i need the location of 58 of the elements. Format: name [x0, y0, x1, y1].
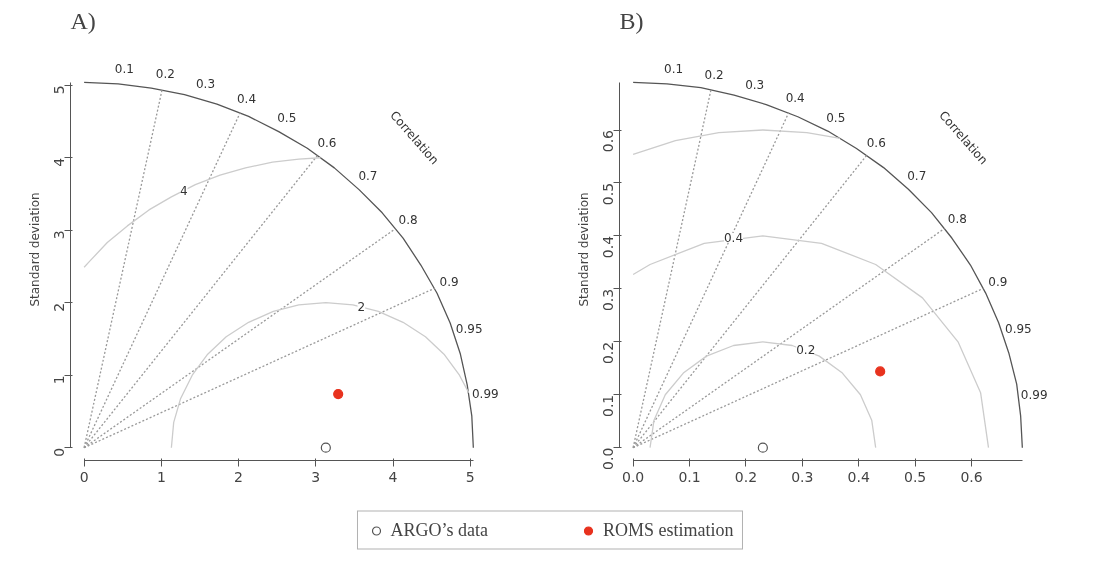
x-tick-label: 0.1 — [678, 468, 701, 485]
annotation: 0.4 — [236, 91, 257, 106]
annotation: 0.2 — [796, 343, 816, 358]
annotation: 0.3 — [745, 77, 765, 92]
x-tick-label: 0.4 — [847, 468, 870, 485]
annotation: 0.6 — [317, 136, 337, 151]
annotation: 4 — [179, 183, 188, 198]
annotation: 0.3 — [195, 77, 216, 92]
annotation: 0.9 — [439, 274, 459, 289]
annotation: 0.5 — [826, 110, 846, 125]
annotation: 0.4 — [785, 91, 805, 106]
chart-title: A) — [70, 7, 96, 34]
y-tick-label: 0.0 — [600, 447, 617, 470]
annotation: 0.7 — [358, 168, 378, 183]
annotation: 0.8 — [398, 212, 418, 227]
annotation: 0.2 — [704, 67, 724, 82]
annotation: 0.99 — [471, 387, 499, 402]
x-tick-label: 0 — [79, 468, 89, 485]
y-tick-label: 0.1 — [600, 394, 617, 418]
annotation: 0.4 — [723, 230, 744, 245]
annotation: 0.99 — [1020, 387, 1048, 402]
legend-label: ROMS estimation — [602, 519, 734, 541]
annotation: 0.2 — [155, 67, 175, 82]
chart-title: B) — [619, 7, 644, 34]
annotation: 0.7 — [907, 168, 927, 183]
y-axis-title: Standard deviation — [27, 192, 42, 307]
y-tick-label: 0.5 — [600, 182, 617, 206]
annotation: 0.1 — [664, 61, 684, 76]
x-tick-label: 1 — [156, 468, 166, 485]
x-tick-label: 3 — [311, 468, 321, 485]
x-tick-label: 5 — [465, 468, 475, 485]
y-tick-label: 5 — [51, 85, 68, 95]
x-tick-label: 2 — [234, 468, 244, 485]
x-tick-label: 0.5 — [904, 468, 927, 485]
x-tick-label: 4 — [388, 468, 398, 485]
y-tick-label: 1 — [51, 375, 68, 385]
y-tick-label: 3 — [51, 230, 68, 240]
y-tick-label: 0 — [51, 447, 68, 457]
annotation: 2 — [357, 299, 366, 314]
y-tick-label: 4 — [51, 157, 68, 167]
legend-label: ARGO’s data — [390, 519, 488, 541]
annotation: 0.6 — [866, 136, 886, 151]
y-tick-label: 0.2 — [600, 341, 617, 365]
y-tick-label: 0.3 — [600, 288, 617, 312]
y-axis-title: Standard deviation — [576, 192, 591, 307]
x-tick-label: 0.6 — [960, 468, 983, 485]
annotation: 0.8 — [947, 212, 967, 227]
annotation: 0.9 — [988, 274, 1008, 289]
y-tick-label: 2 — [51, 302, 68, 312]
y-tick-label: 0.6 — [600, 129, 617, 153]
x-tick-label: 0.3 — [791, 468, 814, 485]
annotation: 0.95 — [455, 322, 483, 337]
x-tick-label: 0.2 — [734, 468, 758, 485]
annotation: 0.1 — [114, 62, 134, 77]
annotation: 0.95 — [1005, 322, 1032, 337]
y-tick-label: 0.4 — [600, 235, 617, 259]
x-tick-label: 0.0 — [621, 468, 645, 485]
annotation: 0.5 — [277, 111, 297, 126]
